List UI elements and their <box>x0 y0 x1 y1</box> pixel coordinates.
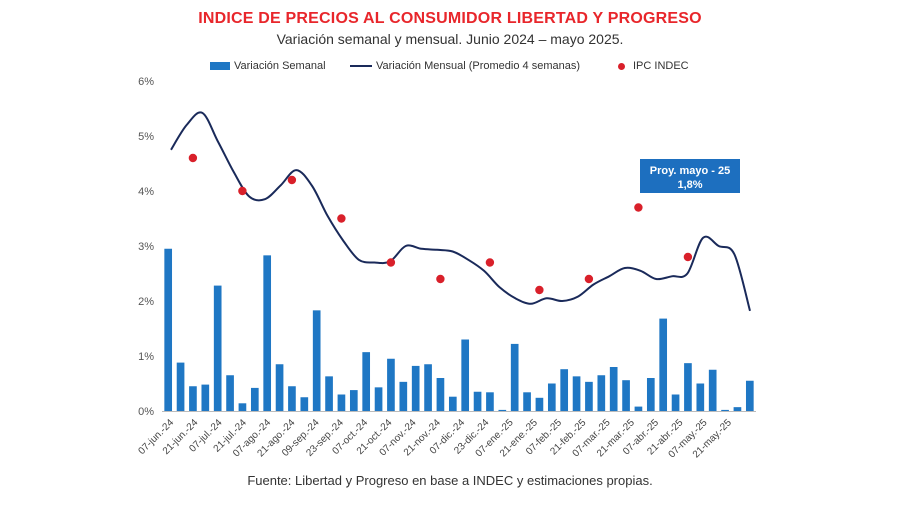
ipc-dot <box>238 186 247 196</box>
weekly-bar <box>164 248 173 411</box>
ipc-dot <box>485 258 495 267</box>
projection-callout: Proy. mayo - 25 1,8% <box>640 159 740 193</box>
weekly-bar <box>498 409 507 411</box>
weekly-bar <box>609 367 618 411</box>
y-tick-label: 4% <box>138 186 154 198</box>
weekly-bar <box>622 380 630 411</box>
weekly-bar <box>275 364 284 411</box>
weekly-bar <box>733 407 742 411</box>
weekly-bar <box>387 358 395 411</box>
ipc-dot <box>634 203 643 212</box>
ipc-dot <box>337 214 346 223</box>
y-tick-label: 6% <box>138 76 154 88</box>
y-tick-label: 3% <box>138 241 154 253</box>
chart-subtitle: Variación semanal y mensual. Junio 2024 … <box>276 31 624 47</box>
weekly-bar <box>585 381 593 411</box>
monthly-line <box>170 111 751 312</box>
weekly-bar <box>300 397 309 411</box>
weekly-bar <box>349 390 358 411</box>
legend-label-ipc: IPC INDEC <box>633 60 689 72</box>
legend-item-ipc: IPC INDEC <box>618 60 689 72</box>
weekly-bars <box>164 248 754 411</box>
weekly-bar <box>560 369 569 411</box>
weekly-bar <box>213 285 222 411</box>
weekly-bar <box>337 394 346 411</box>
weekly-bar <box>288 386 296 411</box>
weekly-bar <box>721 409 729 411</box>
weekly-bar <box>486 392 494 411</box>
chart-title: INDICE DE PRECIOS AL CONSUMIDOR LIBERTAD… <box>198 10 702 27</box>
weekly-bar <box>411 365 420 411</box>
ipc-dots <box>188 153 693 295</box>
weekly-bar <box>448 396 457 411</box>
weekly-bar <box>659 318 668 411</box>
weekly-bar <box>696 383 705 411</box>
legend-label-monthly: Variación Mensual (Promedio 4 semanas) <box>376 60 580 72</box>
weekly-bar <box>362 352 371 411</box>
legend-label-weekly: Variación Semanal <box>234 60 326 72</box>
callout-line1: Proy. mayo - 25 <box>650 165 731 177</box>
ipc-dot <box>436 274 445 284</box>
source-note: Fuente: Libertad y Progreso en base a IN… <box>247 473 653 488</box>
legend-item-weekly: Variación Semanal <box>210 60 326 72</box>
weekly-bar <box>523 392 531 411</box>
weekly-bar <box>597 375 606 411</box>
weekly-bar <box>684 363 692 411</box>
weekly-bar <box>226 375 234 411</box>
legend-dot-swatch <box>618 62 625 70</box>
callout-box <box>640 159 740 193</box>
ipc-dot <box>535 285 544 295</box>
chart-legend: Variación Semanal Variación Mensual (Pro… <box>0 57 900 77</box>
weekly-bar <box>399 381 408 411</box>
weekly-bar <box>473 391 482 411</box>
weekly-bar <box>238 403 247 411</box>
ipc-dot <box>584 274 594 284</box>
weekly-bar <box>510 343 519 411</box>
legend-line-swatch <box>350 65 372 67</box>
weekly-bar <box>250 387 259 411</box>
y-tick-label: 1% <box>138 351 154 363</box>
weekly-bar <box>547 383 556 411</box>
x-axis-ticks: 07-jun.-2421-jun.-2407-jul.-2421-jul.-24… <box>137 417 735 460</box>
weekly-bar <box>312 310 321 411</box>
legend-item-monthly: Variación Mensual (Promedio 4 semanas) <box>350 60 580 72</box>
weekly-bar <box>461 339 470 411</box>
weekly-bar <box>374 387 383 411</box>
legend-bar-swatch <box>210 62 230 70</box>
callout-line2: 1,8% <box>677 179 702 191</box>
weekly-bar <box>535 397 544 411</box>
y-tick-label: 2% <box>138 296 154 308</box>
weekly-bar <box>201 384 210 411</box>
weekly-bar <box>708 369 717 411</box>
weekly-bar <box>671 394 680 411</box>
weekly-bar <box>263 255 272 411</box>
weekly-bar <box>325 376 333 411</box>
weekly-bar <box>572 376 581 411</box>
ipc-dot <box>188 153 198 163</box>
ipc-dot <box>386 258 396 267</box>
weekly-bar <box>745 380 754 411</box>
weekly-bar <box>189 386 197 411</box>
weekly-bar <box>634 406 643 411</box>
weekly-bar <box>176 362 185 411</box>
y-tick-label: 5% <box>138 131 154 143</box>
weekly-bar <box>424 364 432 411</box>
ipc-dot <box>683 252 693 262</box>
ipc-dot <box>287 175 297 185</box>
weekly-bar <box>646 378 655 411</box>
y-axis: 0% 1% 2% 3% 4% 5% 6% <box>138 76 154 418</box>
weekly-bar <box>436 378 445 411</box>
y-tick-label: 0% <box>138 406 154 418</box>
